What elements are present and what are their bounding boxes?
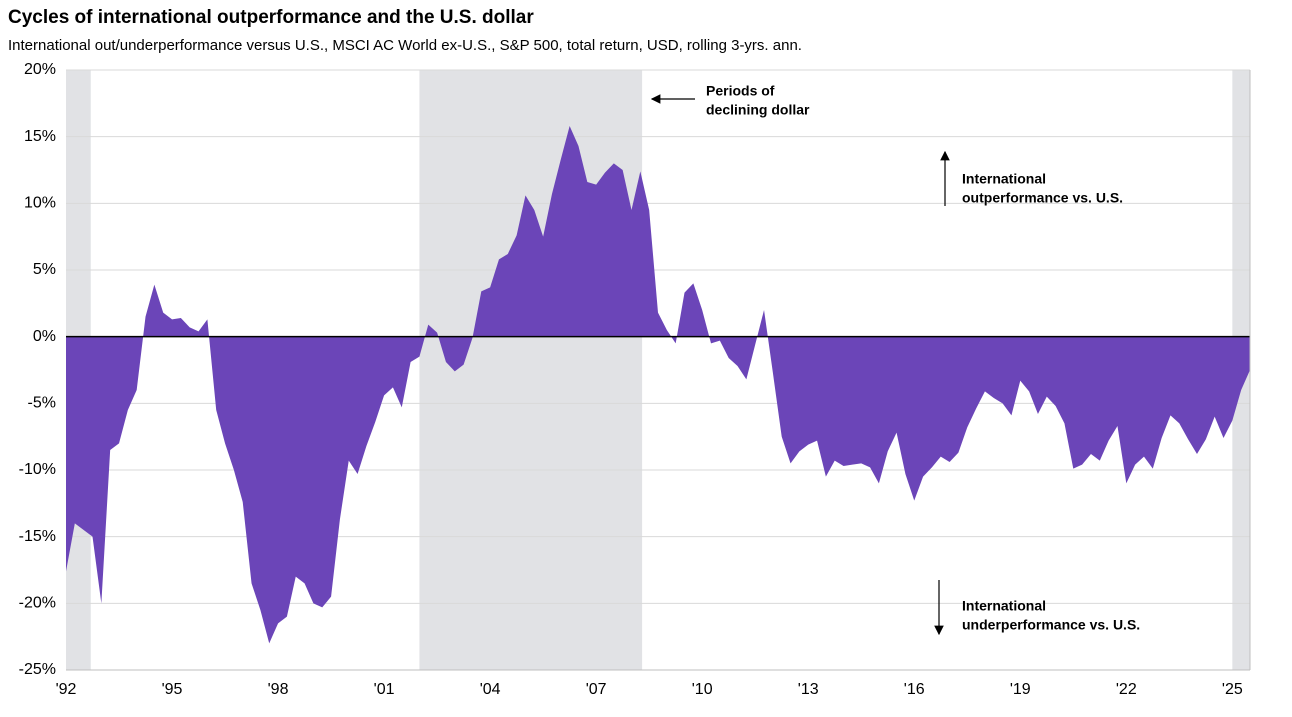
- x-tick-label: '10: [692, 681, 713, 698]
- y-tick-label: 20%: [24, 61, 56, 78]
- y-tick-label: -5%: [28, 395, 56, 412]
- y-tick-label: 0%: [33, 328, 56, 345]
- chart-title: Cycles of international outperformance a…: [8, 7, 534, 28]
- annotation: underperformance vs. U.S.: [962, 617, 1140, 633]
- x-tick-label: '25: [1222, 681, 1243, 698]
- y-tick-label: -10%: [19, 461, 56, 478]
- annotation: declining dollar: [706, 102, 810, 118]
- x-tick-label: '22: [1116, 681, 1137, 698]
- x-tick-label: '04: [480, 681, 501, 698]
- y-tick-label: -15%: [19, 528, 56, 545]
- x-tick-label: '95: [162, 681, 183, 698]
- chart-subtitle: International out/underperformance versu…: [8, 37, 802, 54]
- x-tick-label: '01: [374, 681, 395, 698]
- x-tick-label: '16: [904, 681, 925, 698]
- x-tick-label: '13: [798, 681, 819, 698]
- annotation: outperformance vs. U.S.: [962, 190, 1123, 206]
- y-tick-label: 15%: [24, 128, 56, 145]
- annotation: International: [962, 598, 1046, 614]
- annotation: Periods of: [706, 83, 775, 99]
- shaded-period: [419, 70, 643, 670]
- x-tick-label: '19: [1010, 681, 1031, 698]
- y-tick-label: 5%: [33, 261, 56, 278]
- x-tick-label: '07: [586, 681, 607, 698]
- area: [66, 126, 1250, 644]
- annotation: International: [962, 171, 1046, 187]
- y-tick-label: 10%: [24, 195, 56, 212]
- x-tick-label: '98: [268, 681, 289, 698]
- y-tick-label: -20%: [19, 595, 56, 612]
- y-tick-label: -25%: [19, 661, 56, 678]
- x-tick-label: '92: [56, 681, 77, 698]
